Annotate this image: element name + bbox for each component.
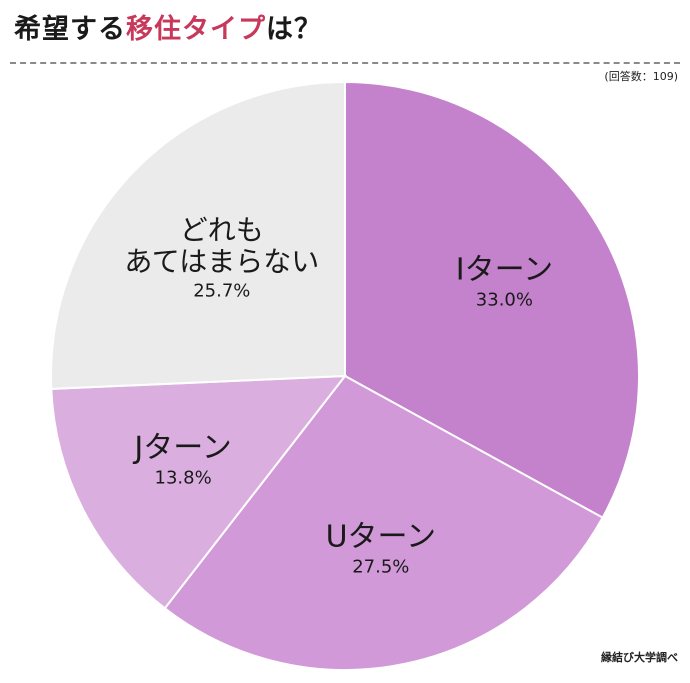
chart-title: 希望する移住タイプは？ [14,12,322,48]
slice-category-label: Uターン [326,520,436,555]
slice-category-label: Iターン [456,253,553,288]
slice-category-label: Jターン [132,431,231,466]
slice-percent-label: 25.7% [193,281,250,302]
title-suffix: は？ [266,14,322,45]
slice-category-label: あてはまらない [124,245,319,278]
pie-slice [344,80,640,519]
title-prefix: 希望する [14,14,126,45]
slice-percent-label: 27.5% [352,556,409,577]
slice-category-label: どれも [180,214,264,247]
title-divider [10,62,680,64]
slice-percent-label: 33.0% [476,289,533,310]
source-credit: 縁結び大学調べ [601,651,678,664]
response-count-note: (回答数：109) [604,70,678,83]
pie-slice [163,374,604,671]
title-accent: 移住タイプ [126,14,266,45]
slice-percent-label: 13.8% [155,468,212,489]
pie-slice [50,374,348,610]
pie-slice [49,80,346,390]
